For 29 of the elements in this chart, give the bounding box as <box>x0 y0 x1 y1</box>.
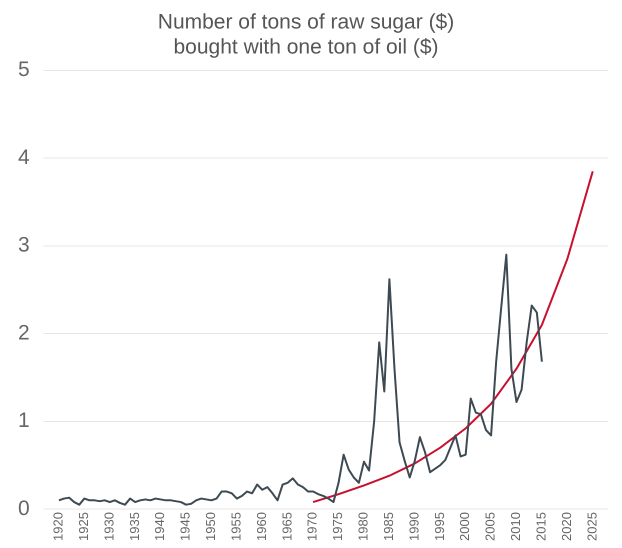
x-tick-label: 1930 <box>101 512 116 541</box>
y-tick-label: 0 <box>18 496 30 520</box>
x-tick-label: 1995 <box>432 512 447 541</box>
x-tick-label: 1975 <box>330 512 346 541</box>
x-tick-label: 1920 <box>50 512 66 541</box>
y-tick-label: 3 <box>18 234 30 257</box>
x-tick-label: 1955 <box>228 512 244 541</box>
x-tick-label: 2020 <box>558 512 574 541</box>
x-tick-label: 1960 <box>254 512 269 541</box>
y-tick-label: 4 <box>18 146 30 169</box>
y-tick-label: 5 <box>18 58 30 82</box>
x-tick-label: 2025 <box>584 512 600 541</box>
x-tick-label: 1950 <box>203 512 218 541</box>
x-tick-label: 1945 <box>178 512 193 541</box>
x-tick-label: 1940 <box>152 512 168 541</box>
x-tick-label: 2005 <box>482 512 498 541</box>
x-tick-label: 1985 <box>380 512 396 541</box>
x-tick-label: 1965 <box>279 512 294 541</box>
chart-title: Number of tons of raw sugar ($) bought with one ton of oil ($) <box>158 10 454 59</box>
y-tick-label: 2 <box>18 321 30 344</box>
x-tick-label: 1970 <box>304 512 320 541</box>
x-tick-label: 1935 <box>126 512 142 541</box>
x-tick-label: 2010 <box>508 512 524 541</box>
x-tick-label: 2015 <box>533 512 548 541</box>
y-tick-label: 1 <box>18 409 30 432</box>
x-tick-label: 1990 <box>406 512 422 541</box>
x-tick-label: 1980 <box>356 512 371 541</box>
x-tick-label: 2000 <box>457 512 472 541</box>
x-tick-label: 1925 <box>76 512 91 541</box>
